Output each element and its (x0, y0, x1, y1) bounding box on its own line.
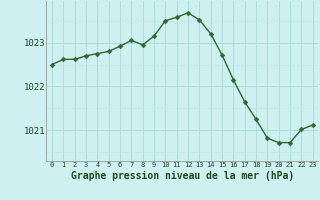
X-axis label: Graphe pression niveau de la mer (hPa): Graphe pression niveau de la mer (hPa) (71, 171, 294, 181)
